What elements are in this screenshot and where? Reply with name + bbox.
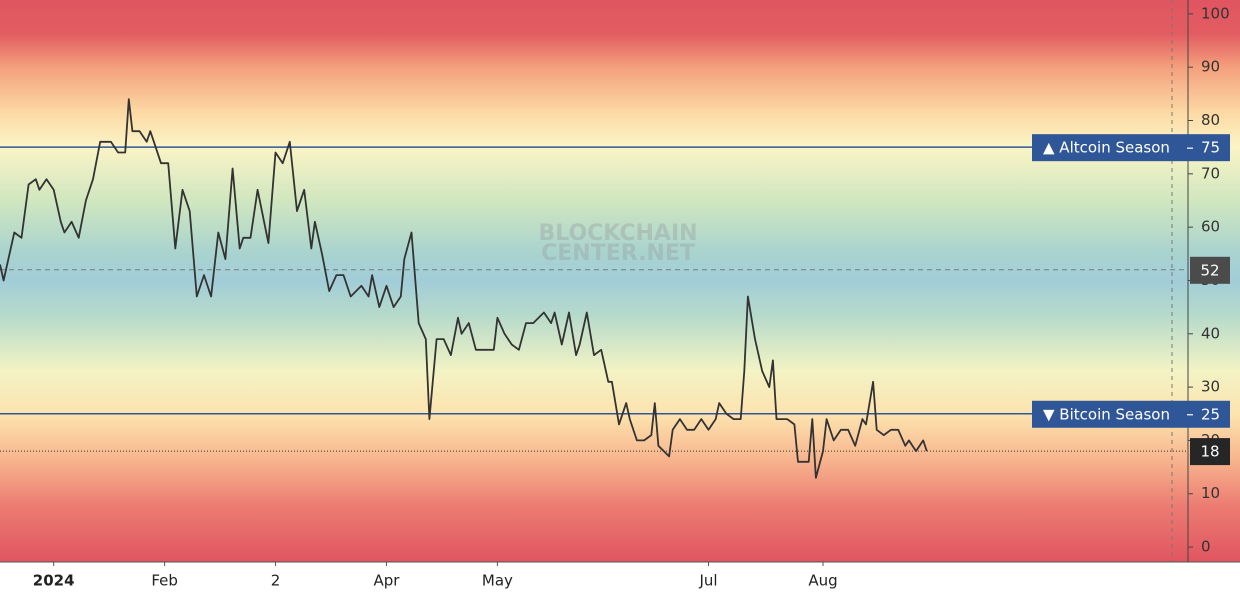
last-value-box <box>1190 438 1230 466</box>
x-tick-label: Apr <box>373 572 400 590</box>
y-tick-label: 40 <box>1201 324 1220 342</box>
y-tick-label: 70 <box>1201 164 1220 182</box>
x-tick-label: Jul <box>698 572 717 590</box>
background <box>0 0 1240 562</box>
reference-label-box <box>1032 134 1230 162</box>
dashed-label-box <box>1190 256 1230 284</box>
y-tick-label: 80 <box>1201 111 1220 129</box>
dashed-label: 52 <box>1200 261 1219 279</box>
x-tick-label: Feb <box>151 572 178 590</box>
x-tick-label: 2024 <box>33 572 75 590</box>
reference-label: ▲ Altcoin Season <box>1043 139 1170 157</box>
y-tick-label: 30 <box>1201 378 1220 396</box>
reference-value: 75 <box>1201 139 1220 157</box>
y-tick-label: 90 <box>1201 58 1220 76</box>
last-value-label: 18 <box>1200 443 1219 461</box>
reference-label-box <box>1032 400 1230 428</box>
x-tick-label: May <box>482 572 513 590</box>
y-tick-label: 100 <box>1201 4 1230 22</box>
reference-label: ▼ Bitcoin Season <box>1043 405 1170 423</box>
data-line <box>0 98 928 479</box>
y-tick-label: 10 <box>1201 484 1220 502</box>
watermark: BLOCKCHAIN <box>538 221 697 246</box>
y-tick-label: 60 <box>1201 218 1220 236</box>
y-tick-label: 0 <box>1201 538 1211 556</box>
x-tick-label: 2 <box>271 572 281 590</box>
watermark: CENTER.NET <box>541 241 695 266</box>
x-axis-area <box>0 562 1240 597</box>
x-tick-label: Aug <box>808 572 837 590</box>
reference-value: 25 <box>1201 405 1220 423</box>
